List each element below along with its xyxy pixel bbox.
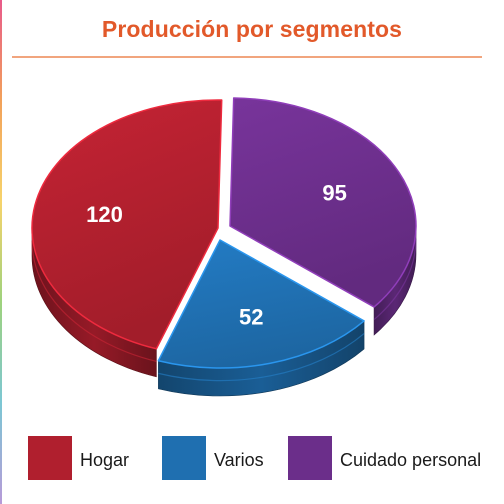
legend-swatch-varios [162, 436, 206, 480]
data-label-varios: 52 [239, 304, 263, 329]
pie-slice-hogar [31, 99, 223, 350]
pie-slice-varios [157, 239, 365, 369]
title-underline [12, 56, 482, 58]
pie-tops [31, 97, 417, 369]
chart-title: Producción por segmentos [101, 16, 403, 42]
pie-labels: 95 52 120 [86, 181, 347, 330]
legend-swatch-cuidado-personal [288, 436, 332, 480]
legend-label-varios: Varios [214, 450, 264, 470]
pie-slice-cuidado-personal [229, 97, 417, 308]
legend-swatch-hogar [28, 436, 72, 480]
decorative-side-strip [0, 0, 2, 504]
pie-chart: 95 52 120 [31, 97, 417, 397]
legend-label-cuidado-personal: Cuidado personal [340, 450, 482, 470]
pie-rim-varios [158, 333, 365, 382]
legend: Hogar Varios Cuidado personal [0, 436, 504, 486]
pie-rim-cuidado-personal [373, 238, 417, 321]
pie-rim-hogar [31, 240, 157, 362]
data-label-cuidado-personal: 95 [322, 181, 346, 206]
legend-label-hogar: Hogar [80, 450, 130, 470]
data-label-hogar: 120 [86, 202, 123, 227]
